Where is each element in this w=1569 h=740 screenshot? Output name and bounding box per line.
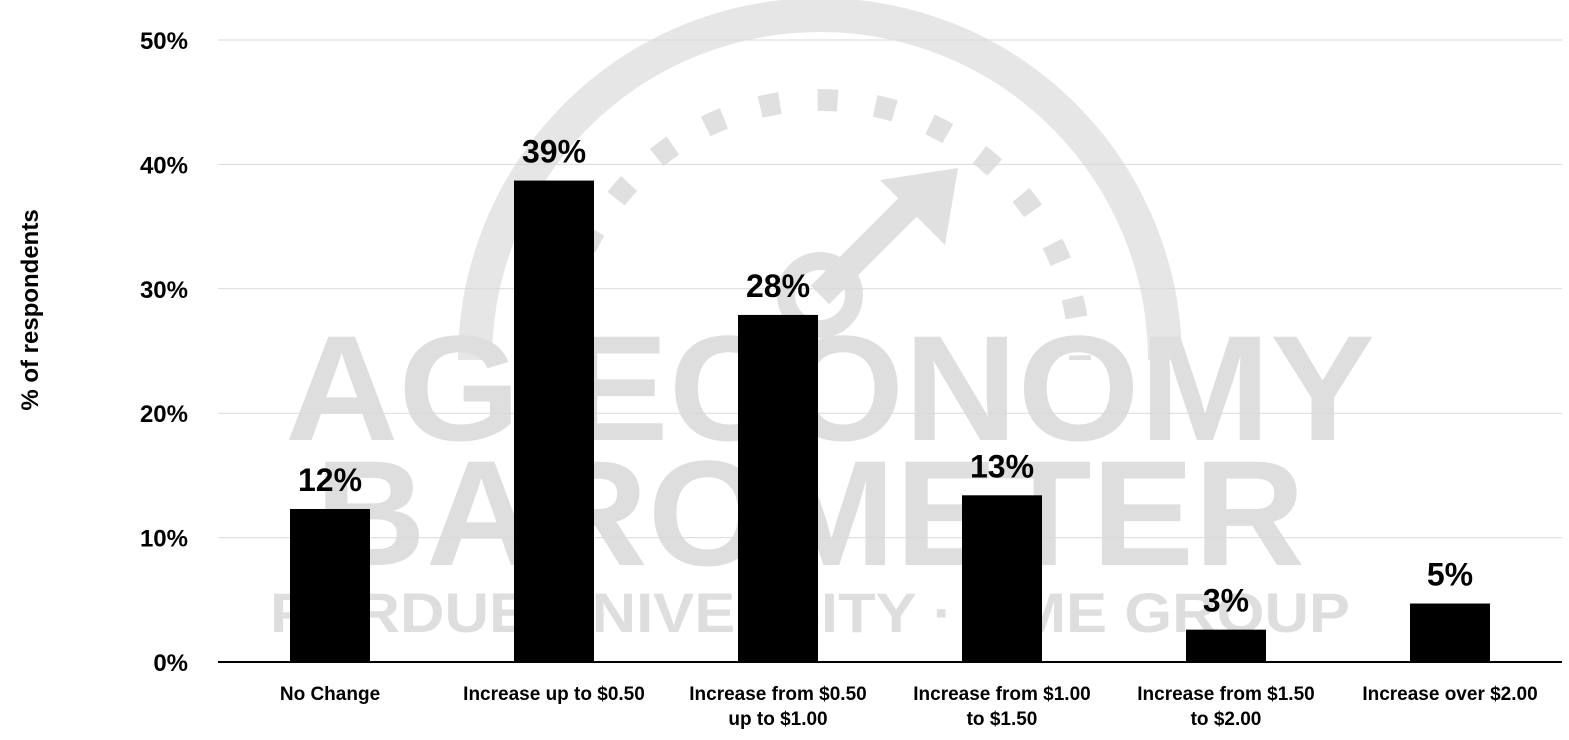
y-axis: 0% 10% 20% 30% 40% 50% xyxy=(140,28,188,677)
y-tick-label: 20% xyxy=(140,401,188,428)
y-axis-title: % of respondents xyxy=(17,209,44,410)
data-label: 39% xyxy=(522,134,586,170)
x-tick-label: Increase from $0.50 xyxy=(689,684,866,705)
data-label: 13% xyxy=(970,448,1034,484)
watermark-line1: AG ECONOMY xyxy=(285,304,1375,472)
bar xyxy=(1186,629,1266,662)
x-tick-label: Increase up to $0.50 xyxy=(463,684,645,705)
x-tick-label: Increase from $1.50 xyxy=(1137,684,1314,705)
watermark-needle-head xyxy=(880,168,958,245)
bar xyxy=(1410,603,1490,662)
bars: 12% 39% 28% 13% 3% 5% xyxy=(290,134,1490,662)
bar xyxy=(962,495,1042,662)
y-tick-label: 30% xyxy=(140,277,188,304)
x-tick-label: up to $1.00 xyxy=(728,709,827,730)
x-tick-label: Increase from $1.00 xyxy=(913,684,1090,705)
x-tick-label: Increase over $2.00 xyxy=(1362,684,1537,705)
x-tick-label: No Change xyxy=(280,684,380,705)
bar xyxy=(738,314,818,662)
data-label: 12% xyxy=(298,462,362,498)
y-tick-label: 10% xyxy=(140,526,188,553)
watermark-needle-hub xyxy=(777,252,863,338)
gridlines xyxy=(218,39,1562,539)
watermark-logo: AG ECONOMY BAROMETER PURDUE UNIVERSITY ·… xyxy=(270,0,1375,644)
x-tick-label: to $2.00 xyxy=(1191,709,1262,730)
data-label: 3% xyxy=(1203,583,1249,619)
y-tick-label: 50% xyxy=(140,28,188,55)
bar xyxy=(514,180,594,662)
x-tick-label: to $1.50 xyxy=(967,709,1038,730)
data-label: 28% xyxy=(746,268,810,304)
y-tick-label: 40% xyxy=(140,152,188,179)
x-axis: No Change Increase up to $0.50 Increase fr… xyxy=(218,661,1562,730)
bar xyxy=(290,508,370,662)
data-label: 5% xyxy=(1427,557,1473,593)
y-tick-label: 0% xyxy=(153,650,188,677)
